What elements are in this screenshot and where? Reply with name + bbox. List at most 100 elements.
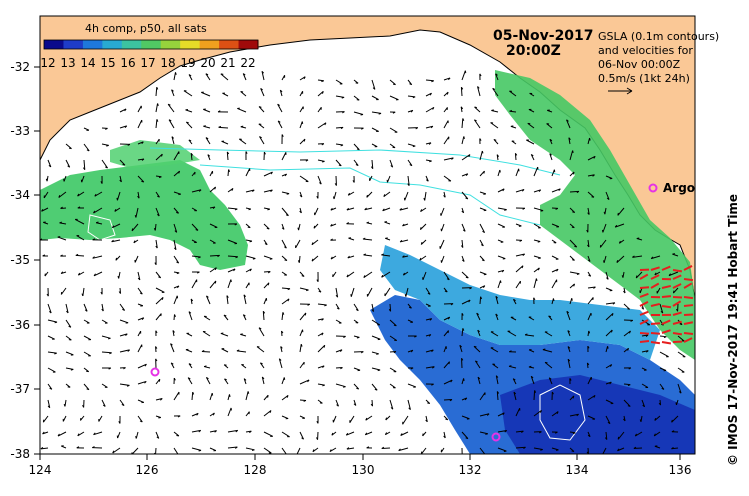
velocity-arrow: [495, 375, 499, 385]
velocity-arrow: [515, 253, 525, 257]
velocity-arrow-head: [346, 274, 349, 278]
velocity-arrow-head: [102, 404, 106, 407]
velocity-arrow-head: [399, 239, 403, 243]
velocity-arrow: [605, 175, 613, 179]
velocity-arrow: [496, 391, 499, 401]
velocity-arrow-head: [399, 208, 402, 211]
velocity-arrow-head: [486, 413, 490, 416]
velocity-arrow-head: [428, 142, 432, 145]
velocity-arrow: [420, 239, 427, 245]
velocity-arrow: [299, 329, 304, 337]
velocity-arrow-head: [465, 173, 469, 176]
velocity-arrow: [479, 413, 490, 417]
velocity-arrow: [587, 394, 596, 401]
velocity-arrow: [119, 399, 125, 406]
velocity-arrow-head: [156, 86, 159, 90]
velocity-arrow: [185, 121, 193, 129]
velocity-arrow-head: [542, 348, 546, 351]
velocity-arrow-head: [343, 386, 346, 388]
velocity-arrow-head: [112, 450, 115, 454]
velocity-arrow-head: [642, 404, 645, 408]
velocity-arrow: [677, 383, 682, 394]
velocity-arrow-head: [587, 244, 590, 248]
velocity-arrow: [515, 280, 521, 289]
velocity-arrow-head: [588, 330, 591, 334]
argo-velocity-arrow: [650, 341, 661, 345]
velocity-arrow-head: [484, 455, 486, 456]
velocity-arrow-head: [593, 156, 596, 159]
velocity-arrow: [659, 383, 665, 390]
velocity-arrow: [119, 125, 127, 129]
velocity-arrow-head: [402, 255, 405, 258]
velocity-arrow-head: [480, 244, 484, 247]
velocity-arrow-head: [316, 195, 319, 199]
velocity-arrow: [479, 207, 487, 211]
velocity-arrow: [461, 299, 471, 305]
velocity-arrow-head: [188, 74, 192, 77]
velocity-arrow: [245, 255, 256, 259]
velocity-arrow: [348, 191, 355, 196]
velocity-arrow-head: [82, 167, 86, 170]
velocity-arrow-head: [277, 120, 281, 123]
velocity-arrow-head: [243, 378, 247, 381]
velocity-arrow-head: [482, 230, 485, 234]
velocity-arrow: [490, 122, 499, 129]
velocity-arrow-head: [402, 272, 405, 276]
velocity-arrow: [335, 95, 345, 98]
velocity-arrow: [317, 159, 325, 162]
velocity-arrow: [258, 327, 265, 337]
velocity-arrow-head: [493, 138, 497, 141]
velocity-arrow: [495, 296, 499, 305]
argo-velocity-arrow: [639, 286, 650, 289]
velocity-arrow-head: [461, 210, 464, 214]
velocity-arrow: [346, 271, 355, 278]
velocity-arrow-head: [408, 306, 412, 309]
velocity-arrow: [461, 154, 471, 161]
velocity-arrow-head: [502, 188, 505, 192]
velocity-arrow: [551, 188, 561, 193]
colorbar-swatch: [238, 40, 259, 49]
argo-velocity-arrow: [661, 329, 671, 334]
colorbar-swatch: [63, 40, 84, 49]
velocity-arrow: [461, 191, 469, 200]
velocity-arrow-head: [377, 369, 381, 372]
velocity-arrow-head: [521, 430, 524, 434]
velocity-arrow-head: [587, 434, 591, 438]
velocity-arrow: [659, 303, 664, 314]
velocity-arrow-head: [572, 432, 576, 435]
velocity-arrow: [461, 70, 466, 81]
velocity-arrow-head: [305, 159, 309, 162]
velocity-arrow: [616, 255, 625, 263]
y-tick-label: -33: [10, 124, 30, 138]
velocity-arrow: [479, 239, 484, 247]
velocity-arrow: [491, 110, 499, 113]
velocity-arrow: [461, 223, 466, 232]
velocity-arrow-head: [495, 313, 498, 316]
velocity-arrow: [587, 191, 595, 198]
velocity-arrow: [201, 91, 211, 97]
velocity-arrow-head: [548, 377, 552, 380]
velocity-arrow-head: [330, 207, 333, 211]
velocity-arrow-head: [324, 122, 327, 126]
velocity-arrow-head: [330, 238, 333, 241]
velocity-arrow: [492, 363, 499, 369]
velocity-arrow-head: [49, 387, 53, 390]
velocity-arrow: [389, 335, 397, 341]
velocity-arrow-head: [372, 87, 376, 90]
velocity-arrow: [65, 159, 71, 168]
velocity-arrow: [296, 447, 301, 454]
velocity-arrow-head: [476, 312, 480, 316]
velocity-arrow-head: [482, 285, 486, 288]
velocity-arrow: [227, 207, 238, 210]
velocity-arrow: [389, 319, 397, 327]
velocity-arrow-head: [190, 298, 194, 302]
velocity-arrow-head: [226, 295, 229, 298]
velocity-arrow: [400, 431, 409, 436]
velocity-arrow: [77, 191, 85, 197]
velocity-arrow: [605, 191, 610, 200]
velocity-arrow-head: [398, 448, 401, 451]
velocity-arrow-head: [155, 330, 158, 334]
velocity-arrow-head: [587, 212, 590, 215]
velocity-arrow: [346, 447, 355, 450]
velocity-arrow-head: [60, 254, 63, 257]
